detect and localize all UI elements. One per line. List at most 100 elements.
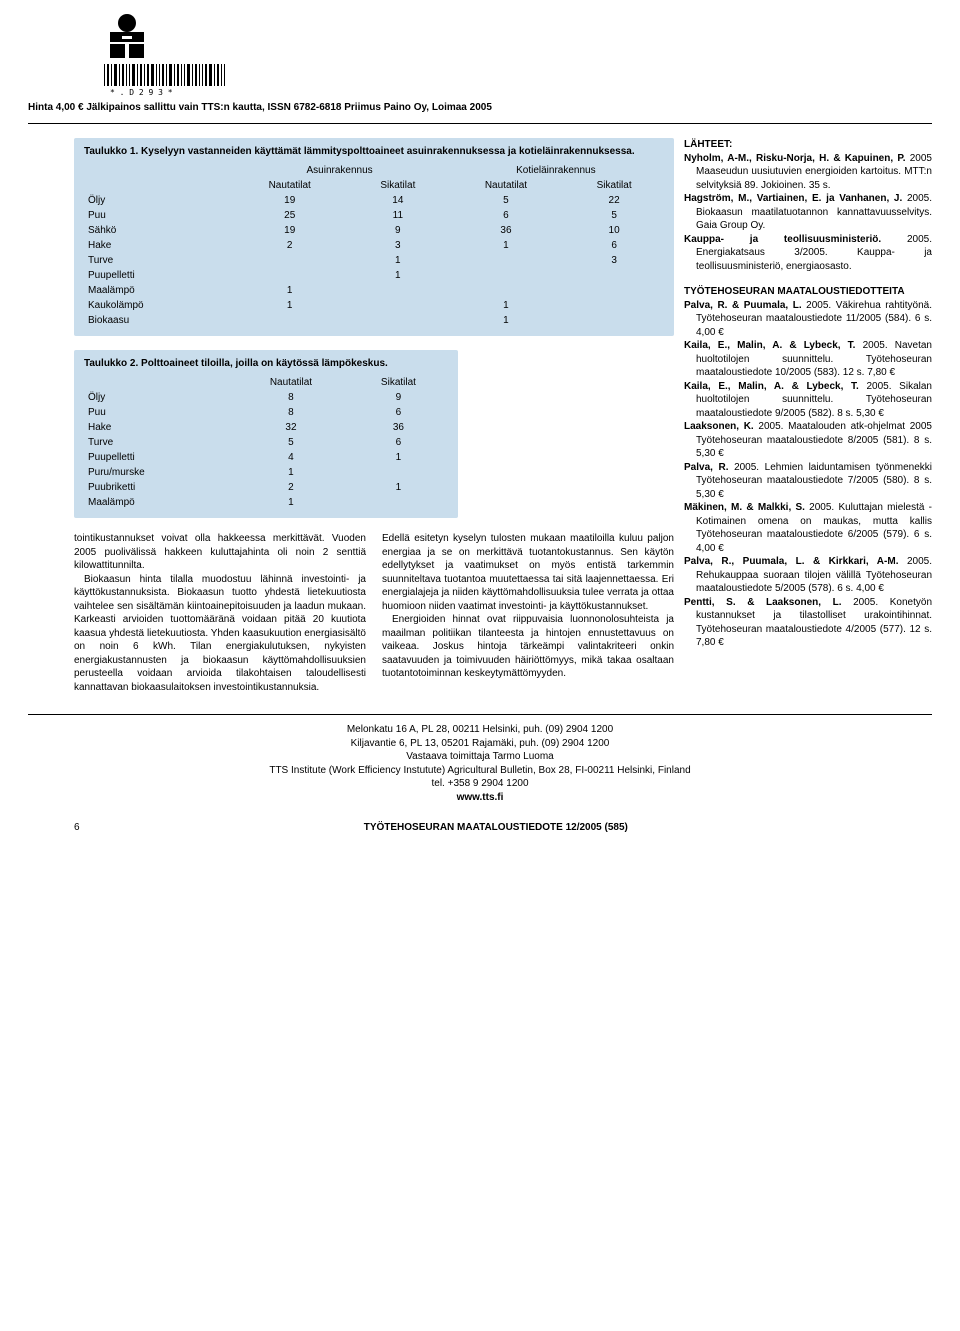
table-cell: 9 (348, 223, 448, 238)
table-cell: Hake (84, 238, 231, 253)
refs2: Palva, R. & Puumala, L. 2005. Väkirehua … (684, 299, 932, 650)
body-col1: tointikustannukset voivat olla hakkeessa… (74, 532, 366, 694)
table-row: Öljy1914522 (84, 193, 664, 208)
reference: Palva, R. 2005. Lehmien laiduntamisen ty… (684, 461, 932, 502)
lahteet-title: LÄHTEET: (684, 138, 932, 152)
table2-caption: Taulukko 2. Polttoaineet tiloilla, joill… (84, 358, 448, 369)
table-cell: Biokaasu (84, 313, 231, 328)
table-cell: 6 (349, 435, 448, 450)
table-cell: Öljy (84, 193, 231, 208)
side-column: LÄHTEET: Nyholm, A-M., Risku-Norja, H. &… (684, 138, 932, 694)
reference: Kaila, E., Malin, A. & Lybeck, T. 2005. … (684, 380, 932, 421)
table-row: Öljy89 (84, 390, 448, 405)
para: Biokaasun hinta tilalla muodostuu lähinn… (74, 573, 366, 695)
table-row: Biokaasu 1 (84, 313, 664, 328)
table-cell (564, 283, 664, 298)
footer-url: www.tts.fi (28, 791, 932, 805)
table-cell: 1 (448, 298, 565, 313)
table-cell: Turve (84, 435, 233, 450)
table-cell (564, 268, 664, 283)
table-cell: Öljy (84, 390, 233, 405)
table-cell: 10 (564, 223, 664, 238)
table-cell (348, 283, 448, 298)
para: Edellä esitetyn kyselyn tulosten mukaan … (382, 532, 674, 613)
table-cell: 1 (448, 313, 565, 328)
body-col2: Edellä esitetyn kyselyn tulosten mukaan … (382, 532, 674, 694)
table-row: Puubriketti21 (84, 480, 448, 495)
refs1: Nyholm, A-M., Risku-Norja, H. & Kapuinen… (684, 152, 932, 274)
reference: Palva, R., Puumala, L. & Kirkkari, A-M. … (684, 555, 932, 596)
table-cell: 1 (349, 480, 448, 495)
table-row: Puupelletti41 (84, 450, 448, 465)
reference: Laaksonen, K. 2005. Maatalouden atk-ohje… (684, 420, 932, 461)
table-cell (564, 298, 664, 313)
table-cell: Puupelletti (84, 268, 231, 283)
table-cell: 3 (348, 238, 448, 253)
table-cell: 1 (348, 268, 448, 283)
reference: Mäkinen, M. & Malkki, S. 2005. Kuluttaja… (684, 501, 932, 555)
table-cell: 2 (231, 238, 348, 253)
table-row: Turve56 (84, 435, 448, 450)
section2-title: TYÖTEHOSEURAN MAATALOUSTIEDOTTEITA (684, 285, 932, 299)
logo (102, 12, 152, 62)
table-cell: 1 (231, 283, 348, 298)
svg-text:* . D 2 9 3 *: * . D 2 9 3 * (110, 88, 173, 96)
table-cell: Turve (84, 253, 231, 268)
table-cell: Maalämpö (84, 495, 233, 510)
th: Nautatilat (233, 375, 349, 390)
table-cell: 5 (564, 208, 664, 223)
footer-contact: Melonkatu 16 A, PL 28, 00211 Helsinki, p… (28, 714, 932, 804)
footer-line: TTS Institute (Work Efficiency Instutute… (28, 764, 932, 778)
table-cell: 14 (348, 193, 448, 208)
th: Sikatilat (348, 178, 448, 193)
table-cell: 4 (233, 450, 349, 465)
table-cell: 36 (448, 223, 565, 238)
table-cell: 5 (448, 193, 565, 208)
th (84, 178, 231, 193)
table-cell: Kaukolämpö (84, 298, 231, 313)
table-cell (349, 465, 448, 480)
table-cell: 19 (231, 193, 348, 208)
th: Sikatilat (564, 178, 664, 193)
table-cell: 1 (231, 298, 348, 313)
table-cell: Puu (84, 208, 231, 223)
table-cell: 36 (349, 420, 448, 435)
table-cell: Puru/murske (84, 465, 233, 480)
table-row: Puupelletti 1 (84, 268, 664, 283)
table-cell: 5 (233, 435, 349, 450)
table-row: Maalämpö1 (84, 283, 664, 298)
table-row: Turve 1 3 (84, 253, 664, 268)
reference: Pentti, S. & Laaksonen, L. 2005. Konetyö… (684, 596, 932, 650)
table-cell: 1 (349, 450, 448, 465)
price-line-text: Hinta 4,00 € Jälkipainos sallittu vain T… (28, 102, 492, 113)
table-cell: 32 (233, 420, 349, 435)
table-cell (231, 253, 348, 268)
table-cell: 2 (233, 480, 349, 495)
reference: Kaila, E., Malin, A. & Lybeck, T. 2005. … (684, 339, 932, 380)
table-cell (448, 283, 565, 298)
table-row: Puru/murske1 (84, 465, 448, 480)
table-cell: Maalämpö (84, 283, 231, 298)
table-cell: Puubriketti (84, 480, 233, 495)
publication-title: TYÖTEHOSEURAN MAATALOUSTIEDOTE 12/2005 (… (80, 822, 912, 833)
table-cell (348, 313, 448, 328)
table-cell: 1 (448, 238, 565, 253)
reference: Hagström, M., Vartiainen, E. ja Vanhanen… (684, 192, 932, 233)
table-cell: Puu (84, 405, 233, 420)
table-cell (231, 313, 348, 328)
table-cell (348, 298, 448, 313)
th: Nautatilat (231, 178, 348, 193)
table-cell: 19 (231, 223, 348, 238)
table-row: Sähkö1993610 (84, 223, 664, 238)
table1-col-header: Nautatilat Sikatilat Nautatilat Sikatila… (84, 178, 664, 193)
reference: Kauppa- ja teollisuusministeriö. 2005. E… (684, 233, 932, 274)
barcode: * . D 2 9 3 * (102, 64, 232, 96)
table1-caption: Taulukko 1. Kyselyyn vastanneiden käyttä… (84, 146, 664, 157)
table-cell: 9 (349, 390, 448, 405)
th (84, 163, 231, 178)
table-cell: 1 (348, 253, 448, 268)
table-row: Puu86 (84, 405, 448, 420)
table-cell: 6 (564, 238, 664, 253)
para: tointikustannukset voivat olla hakkeessa… (74, 532, 366, 573)
table-cell: 3 (564, 253, 664, 268)
